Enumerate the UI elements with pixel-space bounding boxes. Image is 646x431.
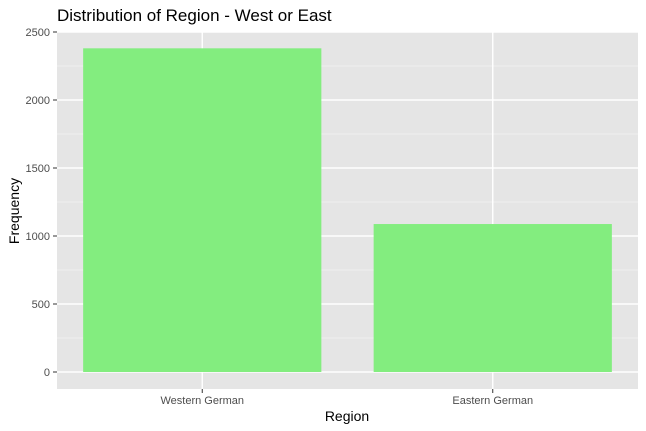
y-tick-label: 1000 <box>26 231 50 243</box>
y-tick-label: 1500 <box>26 163 50 175</box>
bars <box>83 48 612 372</box>
bar-western-german <box>83 48 322 372</box>
bar-eastern-german <box>373 224 612 372</box>
y-tick-label: 500 <box>32 299 50 311</box>
y-axis: 0 500 1000 1500 2000 2500 <box>26 27 57 379</box>
y-tick-label: 2500 <box>26 27 50 39</box>
chart-title: Distribution of Region - West or East <box>57 6 332 25</box>
y-axis-title: Frequency <box>6 178 22 244</box>
x-axis-title: Region <box>325 408 369 424</box>
x-tick-label: Western German <box>160 395 244 407</box>
x-axis: Western German Eastern German <box>160 389 533 407</box>
x-tick-label: Eastern German <box>452 395 533 407</box>
y-tick-label: 2000 <box>26 95 50 107</box>
y-tick-label: 0 <box>44 367 50 379</box>
